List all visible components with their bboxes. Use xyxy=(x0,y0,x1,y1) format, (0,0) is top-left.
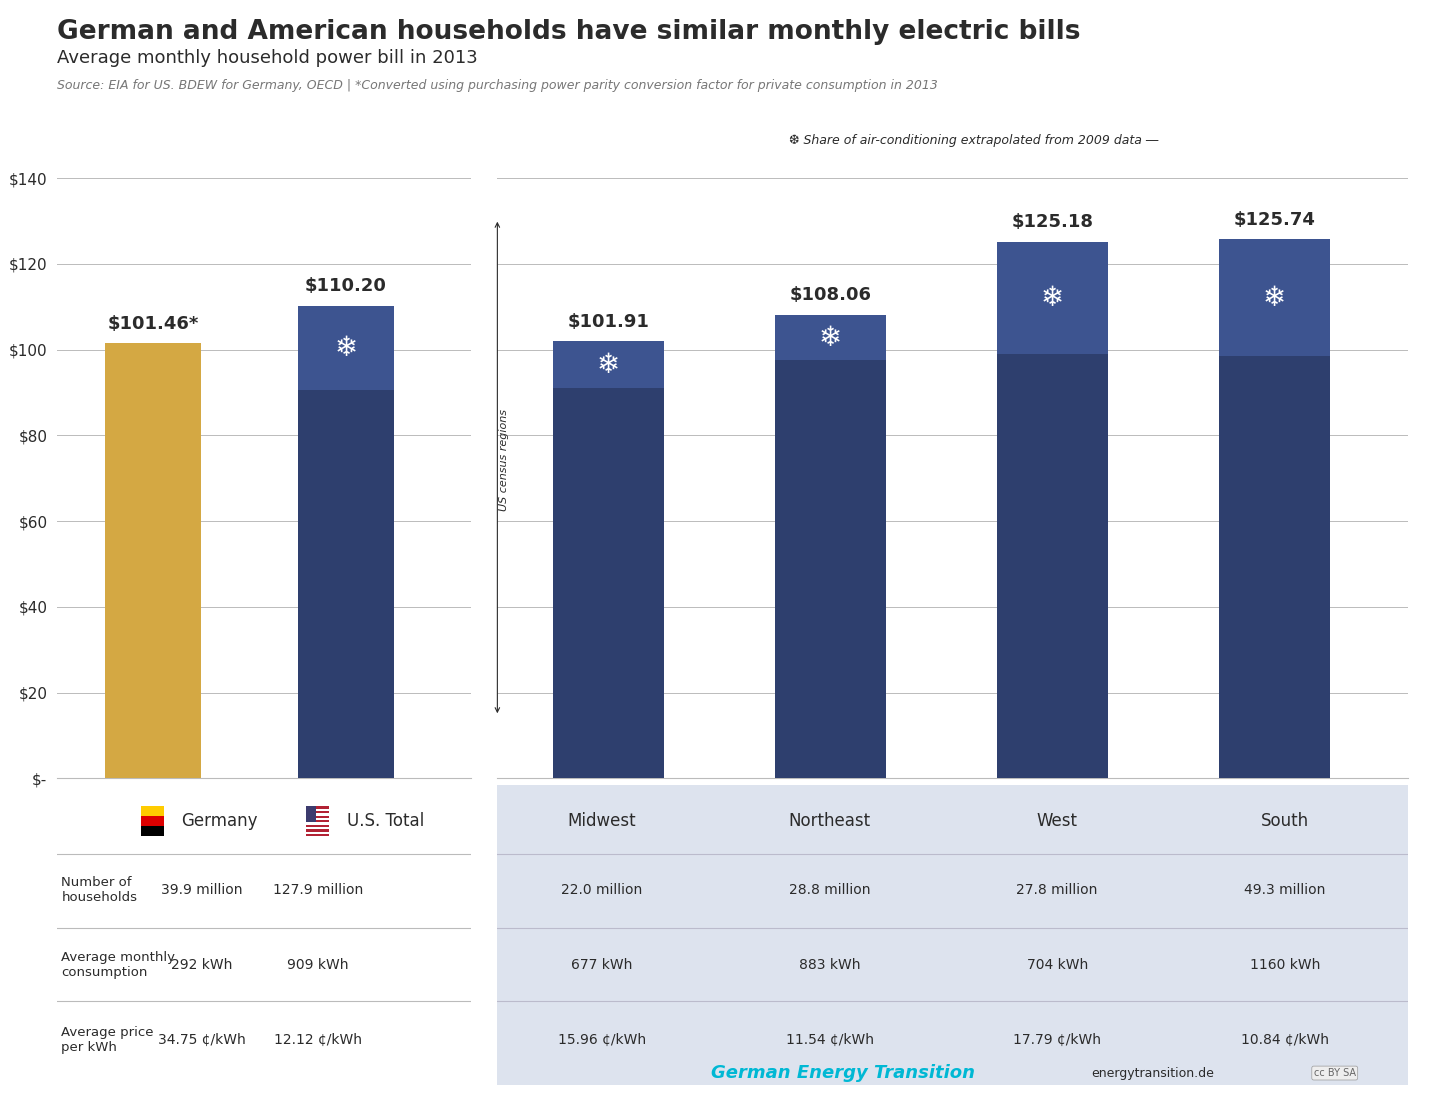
Text: 12.12 ¢/kWh: 12.12 ¢/kWh xyxy=(274,1034,362,1047)
Text: Germany: Germany xyxy=(181,812,257,831)
Text: 27.8 million: 27.8 million xyxy=(1016,883,1097,898)
Text: 49.3 million: 49.3 million xyxy=(1245,883,1325,898)
Bar xyxy=(141,817,164,826)
Text: Average monthly
consumption: Average monthly consumption xyxy=(61,951,176,979)
Bar xyxy=(141,826,164,836)
Bar xyxy=(306,822,329,825)
Bar xyxy=(306,834,329,836)
Text: 704 kWh: 704 kWh xyxy=(1026,958,1087,972)
Text: $125.18: $125.18 xyxy=(1012,213,1093,231)
Text: $101.91: $101.91 xyxy=(567,312,649,331)
Text: 909 kWh: 909 kWh xyxy=(287,958,349,972)
Bar xyxy=(306,811,329,813)
Bar xyxy=(1219,356,1330,778)
Text: 292 kWh: 292 kWh xyxy=(171,958,233,972)
Text: 11.54 ¢/kWh: 11.54 ¢/kWh xyxy=(786,1034,873,1047)
Text: 15.96 ¢/kWh: 15.96 ¢/kWh xyxy=(557,1034,646,1047)
Bar xyxy=(306,820,329,822)
Bar xyxy=(775,361,886,778)
Bar xyxy=(306,815,329,818)
Text: Northeast: Northeast xyxy=(789,812,870,831)
Text: 10.84 ¢/kWh: 10.84 ¢/kWh xyxy=(1240,1034,1329,1047)
Bar xyxy=(306,807,316,822)
Bar xyxy=(106,343,201,778)
Text: 17.79 ¢/kWh: 17.79 ¢/kWh xyxy=(1013,1034,1102,1047)
Bar xyxy=(306,830,329,832)
Text: $125.74: $125.74 xyxy=(1233,210,1315,229)
Text: South: South xyxy=(1260,812,1309,831)
Text: cc BY SA: cc BY SA xyxy=(1313,1068,1356,1078)
Text: 22.0 million: 22.0 million xyxy=(562,883,643,898)
Text: ❄: ❄ xyxy=(334,334,357,362)
Text: 677 kWh: 677 kWh xyxy=(572,958,633,972)
Text: $101.46*: $101.46* xyxy=(107,315,199,332)
Text: 39.9 million: 39.9 million xyxy=(161,883,243,898)
Text: German Energy Transition: German Energy Transition xyxy=(712,1064,975,1082)
Text: 883 kWh: 883 kWh xyxy=(799,958,860,972)
Text: German and American households have similar monthly electric bills: German and American households have simi… xyxy=(57,19,1080,45)
Bar xyxy=(306,809,329,811)
Text: $108.06: $108.06 xyxy=(789,286,872,305)
Bar xyxy=(306,818,329,820)
Text: energytransition.de: energytransition.de xyxy=(1092,1066,1215,1080)
Bar xyxy=(297,390,394,778)
Text: Number of
households: Number of households xyxy=(61,876,137,904)
Text: Midwest: Midwest xyxy=(567,812,636,831)
Text: Source: EIA for US. BDEW for Germany, OECD | *Converted using purchasing power p: Source: EIA for US. BDEW for Germany, OE… xyxy=(57,79,937,92)
Text: ❄: ❄ xyxy=(1263,284,1286,311)
Bar xyxy=(306,813,329,815)
Text: 28.8 million: 28.8 million xyxy=(789,883,870,898)
Text: $110.20: $110.20 xyxy=(304,277,387,295)
Text: ❆ Share of air-conditioning extrapolated from 2009 data ―: ❆ Share of air-conditioning extrapolated… xyxy=(789,135,1157,147)
Text: Average price
per kWh: Average price per kWh xyxy=(61,1026,154,1054)
Text: US census regions: US census regions xyxy=(500,409,509,512)
Text: U.S. Total: U.S. Total xyxy=(347,812,424,831)
Text: 127.9 million: 127.9 million xyxy=(273,883,363,898)
Bar xyxy=(306,807,329,809)
Text: West: West xyxy=(1036,812,1077,831)
Bar xyxy=(997,354,1107,778)
Text: ❄: ❄ xyxy=(819,323,842,352)
Bar xyxy=(1219,239,1330,356)
Bar xyxy=(141,807,164,817)
Bar xyxy=(553,388,664,778)
Bar xyxy=(553,342,664,388)
Bar xyxy=(297,306,394,390)
Text: ❄: ❄ xyxy=(597,351,620,379)
Bar xyxy=(775,315,886,361)
Bar xyxy=(306,827,329,830)
Bar xyxy=(306,832,329,834)
Text: 1160 kWh: 1160 kWh xyxy=(1249,958,1320,972)
Bar xyxy=(997,241,1107,354)
Text: ❄: ❄ xyxy=(1040,284,1065,311)
Bar xyxy=(306,825,329,827)
Text: Average monthly household power bill in 2013: Average monthly household power bill in … xyxy=(57,49,477,67)
Text: 34.75 ¢/kWh: 34.75 ¢/kWh xyxy=(159,1034,246,1047)
